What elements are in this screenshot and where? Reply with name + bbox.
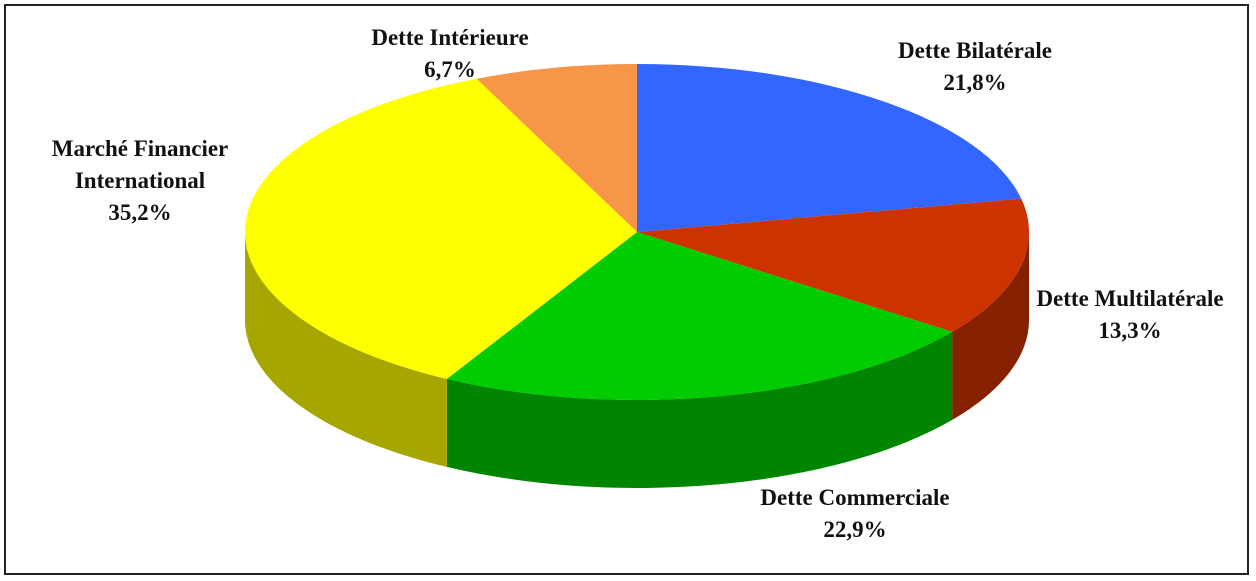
slice-label: Dette Intérieure 6,7% <box>330 22 570 86</box>
slice-side <box>952 232 1029 420</box>
slice-side-shade <box>446 331 953 488</box>
category-label: Dette Bilatérale <box>898 38 1052 63</box>
slice-side-shade <box>952 232 1029 420</box>
slice-side <box>446 331 953 488</box>
slice-side <box>245 232 447 467</box>
slice <box>476 64 637 232</box>
slice-label: Dette Bilatérale 21,8% <box>845 35 1105 99</box>
value-label: 13,3% <box>1098 318 1162 343</box>
slice <box>637 198 1029 332</box>
slice <box>637 64 1022 232</box>
slice-side-shade <box>245 232 447 467</box>
slice-label: Marché Financier International 35,2% <box>40 133 240 229</box>
category-label: Dette Commerciale <box>760 485 950 510</box>
slice <box>446 232 953 401</box>
slice-label: Dette Commerciale 22,9% <box>755 482 955 546</box>
value-label: 22,9% <box>823 517 887 542</box>
slice <box>244 78 637 379</box>
value-label: 35,2% <box>108 200 172 225</box>
value-label: 6,7% <box>424 57 476 82</box>
category-label: Dette Multilatérale <box>1036 286 1224 311</box>
chart-frame <box>4 4 1249 575</box>
value-label: 21,8% <box>943 70 1007 95</box>
category-label: Dette Intérieure <box>371 25 529 50</box>
slice-label: Dette Multilatérale 13,3% <box>1035 283 1225 347</box>
category-label: Marché Financier International <box>51 136 229 193</box>
